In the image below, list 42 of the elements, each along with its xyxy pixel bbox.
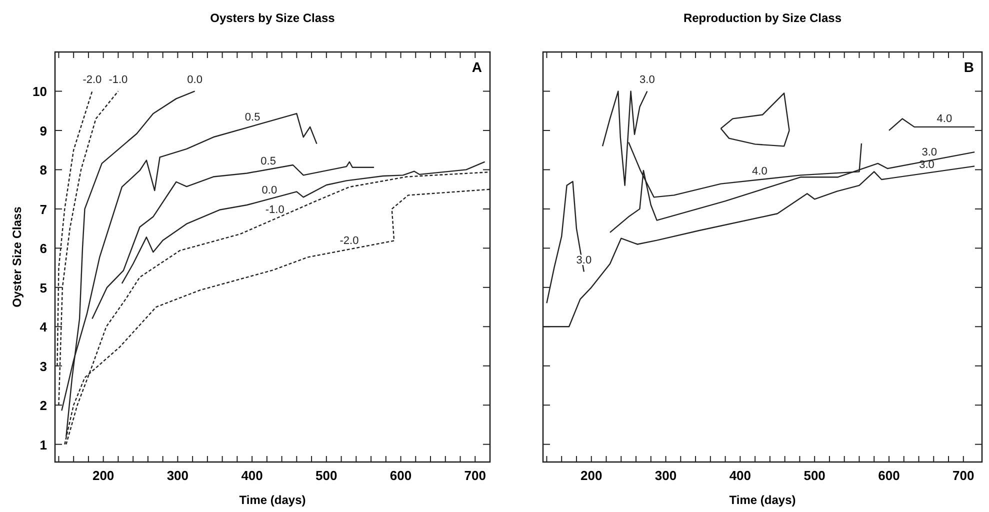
x-tick-label: 600 xyxy=(390,468,412,483)
series-label: 4.0 xyxy=(936,112,952,125)
series-label: -1.0 xyxy=(265,204,284,216)
x-tick-label: 300 xyxy=(654,468,677,483)
y-tick-label: 6 xyxy=(40,241,47,256)
y-axis-title: Oyster Size Class xyxy=(10,206,24,308)
y-tick-label: 9 xyxy=(40,123,47,138)
series-label: 0.0 xyxy=(187,74,202,86)
y-tick-label: 7 xyxy=(40,202,47,217)
x-tick-label: 200 xyxy=(92,468,114,483)
y-tick-label: 4 xyxy=(40,320,48,335)
x-tick-label: 500 xyxy=(804,468,826,483)
y-tick-label: 2 xyxy=(40,398,47,414)
x-tick-label: 400 xyxy=(729,468,752,483)
x-tick-label: 700 xyxy=(952,468,974,483)
x-axis-title: Time (days) xyxy=(239,493,306,507)
y-tick-label: 3 xyxy=(40,358,47,374)
x-axis-title: Time (days) xyxy=(729,493,796,507)
series-label: 0.5 xyxy=(260,155,276,168)
y-tick-label: 10 xyxy=(32,84,47,100)
annotation: A xyxy=(472,59,482,75)
series-label: 3.0 xyxy=(922,146,938,158)
chart-title: Reproduction by Size Class xyxy=(683,11,842,25)
series-label: 4.0 xyxy=(752,166,768,178)
series-label: 0.5 xyxy=(244,112,260,124)
series-label: -2.0 xyxy=(82,74,102,86)
annotation: B xyxy=(964,59,974,75)
series-label: 3.0 xyxy=(640,74,655,86)
series-label: 0.0 xyxy=(262,184,278,197)
y-tick-label: 5 xyxy=(40,280,47,296)
x-tick-label: 400 xyxy=(241,468,263,483)
series-label: 3.0 xyxy=(919,158,934,171)
x-tick-label: 700 xyxy=(464,468,486,483)
x-tick-label: 300 xyxy=(166,468,189,483)
series-label: -2.0 xyxy=(340,235,359,248)
chart-title: Oysters by Size Class xyxy=(210,11,336,25)
y-tick-label: 8 xyxy=(40,162,47,178)
x-tick-label: 500 xyxy=(316,468,338,483)
x-tick-label: 200 xyxy=(580,468,602,483)
series-label: -1.0 xyxy=(108,74,128,86)
x-tick-label: 600 xyxy=(878,468,900,483)
y-tick-label: 1 xyxy=(40,437,47,452)
